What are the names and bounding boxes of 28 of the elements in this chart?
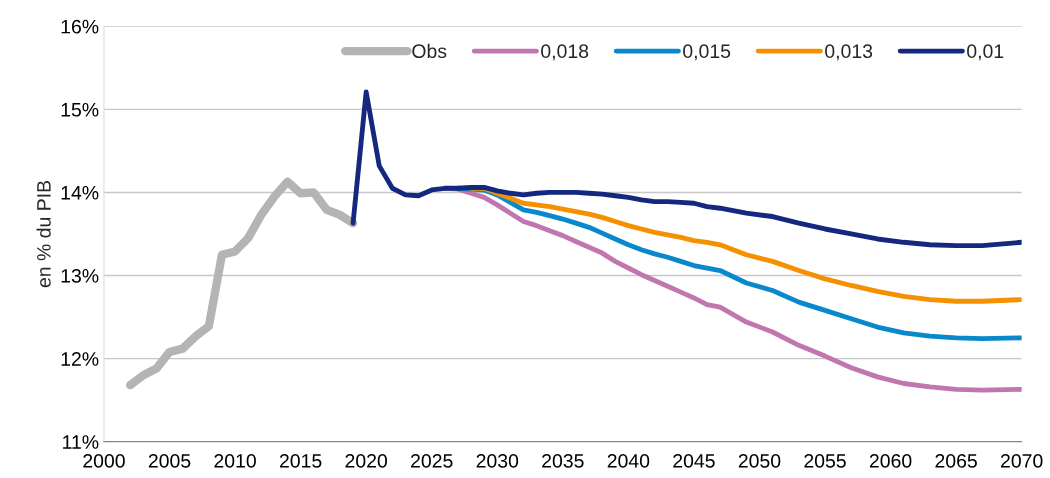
legend-label: 0,018 [541,44,589,61]
y-tick-label: 11% [63,435,99,449]
line-series [350,89,1022,249]
x-tick-label: 2020 [345,453,388,468]
legend-label: 0,013 [825,44,873,61]
y-tick-label: 12% [61,352,99,366]
legend-label: Obs [412,43,447,59]
x-tick-label: 2035 [542,453,584,468]
x-tick-label: 2040 [607,453,650,468]
y-tick-label: 13% [61,268,99,283]
x-tick-label: 2030 [476,453,519,468]
x-tick-label: 2000 [83,453,125,468]
y-axis-title: en % du PIB [36,180,51,288]
legend-label: 0,01 [967,44,1004,61]
x-tick-label: 2010 [214,453,256,468]
x-tick-label: 2050 [738,453,781,468]
y-tick-label: 15% [61,102,99,117]
x-tick-label: 2060 [869,453,912,468]
x-tick-label: 2055 [804,453,846,468]
x-tick-label: 2065 [935,453,977,468]
y-tick-label: 14% [61,186,99,200]
x-tick-label: 2005 [148,453,191,468]
x-tick-label: 2015 [279,453,322,468]
x-tick-label: 2045 [673,453,715,468]
x-tick-label: 2070 [1001,453,1043,468]
legend-label: 0,015 [683,44,731,61]
x-tick-label: 2025 [411,453,453,468]
y-tick-label: 16% [61,19,99,34]
